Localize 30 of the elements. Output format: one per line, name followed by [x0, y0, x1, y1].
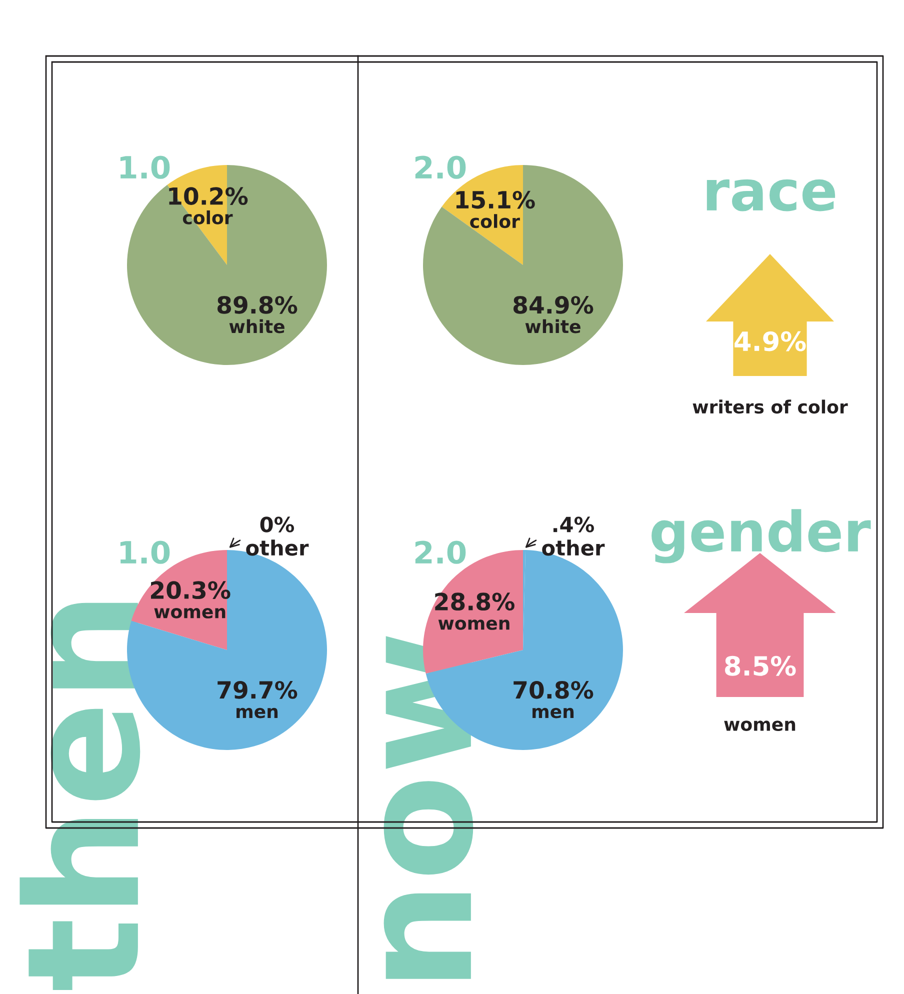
category-label: women [724, 720, 796, 732]
text: 0% [260, 516, 294, 532]
data-label: 4.9% [734, 331, 806, 352]
data-label: 15.1% [456, 190, 535, 209]
text: then [20, 602, 140, 990]
data-label: 79.7% [218, 680, 298, 699]
data-label: .4% [553, 516, 594, 532]
slice-label: men [532, 708, 574, 718]
chart-title: 1.0 [120, 156, 170, 179]
chart-title: 2.0 [415, 156, 466, 179]
data-label: 8.5% [725, 656, 796, 676]
data-label: 70.8% [514, 680, 594, 699]
chart-title: 1.0 [120, 540, 170, 564]
category-label: writers of color [692, 400, 848, 414]
text: race [706, 179, 836, 212]
legend-label: other [246, 540, 309, 556]
slice-label: color [470, 214, 520, 228]
slice-label: white [229, 319, 284, 334]
slice-label: women [438, 620, 510, 630]
data-label: 28.8% [435, 592, 514, 611]
slice-label: white [525, 319, 580, 334]
text: gender [652, 509, 871, 564]
data-label: 10.2% [169, 187, 248, 206]
slice-label: women [154, 608, 226, 618]
data-label: 89.8% [217, 296, 298, 314]
slice-label: color [182, 210, 233, 224]
slice-label: other [542, 540, 605, 556]
text: 2.0 [415, 540, 466, 564]
data-label: 84.9% [513, 296, 594, 314]
slice-label: men [236, 708, 278, 718]
